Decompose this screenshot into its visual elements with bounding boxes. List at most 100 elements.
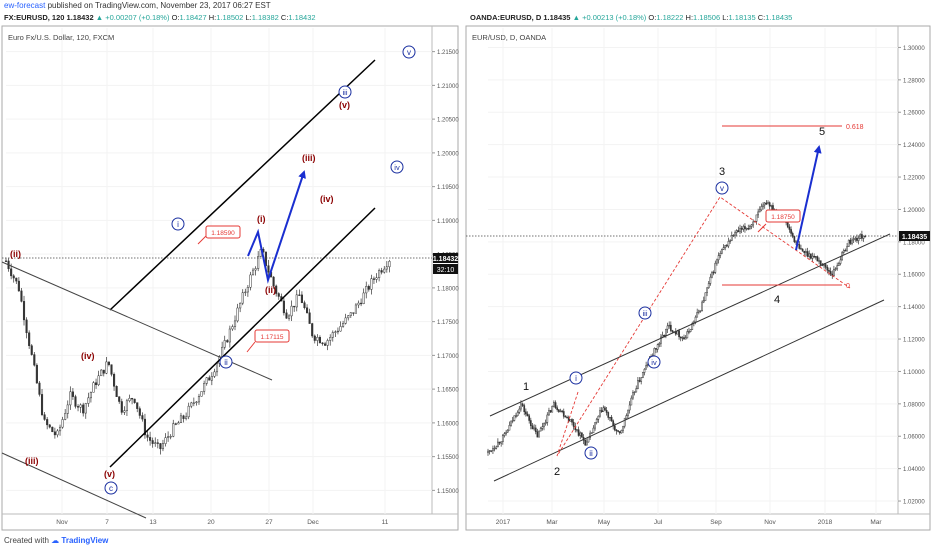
right-symbol[interactable]: OANDA:EURUSD, D	[470, 13, 542, 22]
rp-candle-body	[857, 237, 860, 241]
rp-candle-body	[569, 419, 572, 422]
rp-candle-body	[637, 380, 639, 389]
right-wave-circled-ii: ii	[584, 446, 598, 460]
rp-candle-body	[842, 250, 845, 253]
right-chart-frame	[465, 25, 931, 531]
lp-candle-body	[136, 402, 139, 409]
lp-candle-body	[244, 291, 247, 294]
left-channel-upper[interactable]	[109, 59, 376, 311]
left-wave-red-iii: (iii)	[25, 456, 39, 466]
lp-candle-body	[89, 392, 92, 399]
lp-candle-body	[354, 304, 357, 314]
lp-candle-body	[331, 332, 334, 338]
lp-candle-body	[97, 375, 100, 386]
lp-candle-body	[349, 312, 352, 316]
lp-candle-body	[321, 342, 324, 345]
rp-candle-body	[549, 410, 552, 413]
left-wave-circled-iii: iii	[338, 85, 352, 99]
rp-x-tick-5: Nov	[764, 519, 776, 526]
lp-candle-body	[231, 326, 234, 330]
footer-bar: Created with ☁ TradingView	[0, 532, 932, 550]
lp-candle-body	[334, 331, 337, 333]
lp-candle-body	[246, 287, 249, 293]
lp-candle-body	[48, 424, 51, 428]
lp-candle-body	[74, 396, 77, 407]
rp-x-tick-4: Sep	[710, 519, 722, 526]
rp-candle-body	[544, 422, 547, 424]
rp-candle-body	[500, 441, 503, 444]
rp-candle-body	[627, 409, 629, 416]
rp-candle-body	[727, 241, 730, 247]
rp-candle-body	[790, 229, 792, 234]
right-channel-upper[interactable]	[489, 233, 891, 417]
rp-candle-body	[531, 425, 534, 430]
lp-candle-body	[143, 418, 147, 436]
rp-candle-body	[744, 226, 746, 230]
svg-text:ii: ii	[589, 449, 593, 458]
rp-candle-body	[533, 427, 535, 430]
author-link[interactable]: ew-forecast	[4, 1, 46, 10]
rp-candle-body	[856, 237, 858, 241]
lp-candle-body	[388, 261, 391, 268]
right-dashed-zigzag[interactable]	[556, 196, 851, 457]
lp-candle-body	[192, 402, 195, 404]
lp-candle-body	[318, 337, 321, 344]
lp-candle-body	[66, 404, 69, 414]
left-channel-lower[interactable]	[109, 207, 376, 468]
lp-candle-body	[326, 340, 329, 346]
left-symbol[interactable]: FX:EURUSD, 120	[4, 13, 65, 22]
right-projection-arrow[interactable]	[795, 145, 822, 251]
rp-y-tick-0: 1.30000	[903, 46, 925, 52]
rp-candle-body	[653, 348, 656, 356]
lp-candle-body	[205, 377, 208, 384]
lp-candle-body	[329, 337, 332, 341]
right-wave-1: 1	[523, 381, 529, 393]
left-wave-red-iv-proj: (iv)	[320, 194, 334, 204]
lp-candle-body	[285, 312, 288, 319]
footer-brand[interactable]: TradingView	[61, 536, 109, 545]
left-wave-red-iv: (iv)	[81, 351, 95, 361]
rp-candle-body	[538, 430, 540, 438]
lp-candle-body	[362, 292, 365, 304]
rp-candle-body	[617, 430, 619, 432]
lp-candle-body	[298, 294, 301, 296]
rp-y-tick-13: 1.04000	[903, 467, 925, 473]
rp-candle-body	[836, 265, 839, 270]
lp-candle-body	[43, 414, 46, 420]
lp-candle-body	[22, 301, 26, 321]
left-projection-arrow[interactable]	[247, 170, 306, 284]
lp-x-tick-5: Dec	[307, 519, 319, 526]
lp-candle-body	[133, 398, 136, 403]
lp-candle-body	[213, 371, 216, 377]
rp-candle-body	[768, 202, 771, 207]
lp-x-tick-3: 20	[207, 519, 215, 526]
lp-y-tick-12: 1.15500	[437, 455, 459, 461]
rp-y-tick-12: 1.06000	[903, 435, 925, 441]
lp-y-tick-0: 1.21500	[437, 50, 459, 56]
rp-y-tick-2: 1.26000	[903, 111, 925, 117]
rp-candle-body	[492, 448, 494, 451]
lp-candle-body	[82, 404, 85, 414]
rp-y-tick-11: 1.08000	[903, 402, 925, 408]
lp-candle-body	[380, 270, 383, 273]
left-subtitle: Euro Fx/U.S. Dollar, 120, FXCM	[8, 33, 114, 42]
lp-candle-body	[195, 401, 198, 404]
svg-text:ii: ii	[224, 358, 228, 367]
lp-candle-body	[64, 413, 67, 420]
rp-candle-body	[808, 253, 811, 257]
lp-candle-body	[56, 430, 59, 436]
rp-candle-body	[684, 337, 687, 340]
lp-candle-body	[151, 440, 154, 444]
rp-candle-body	[520, 403, 522, 410]
left-trendline-lower[interactable]	[1, 452, 147, 519]
rp-candle-body	[613, 425, 616, 431]
left-low: 1.18382	[251, 13, 279, 22]
left-open: 1.18427	[179, 13, 207, 22]
lp-candle-body	[177, 422, 180, 425]
left-wave-circled-iv: iv	[390, 160, 404, 174]
rp-candle-body	[551, 405, 554, 413]
left-chart-frame	[1, 25, 459, 531]
lp-candle-body	[123, 410, 126, 413]
tradingview-logo-icon: ☁	[51, 536, 60, 545]
lp-candle-body	[215, 363, 219, 373]
